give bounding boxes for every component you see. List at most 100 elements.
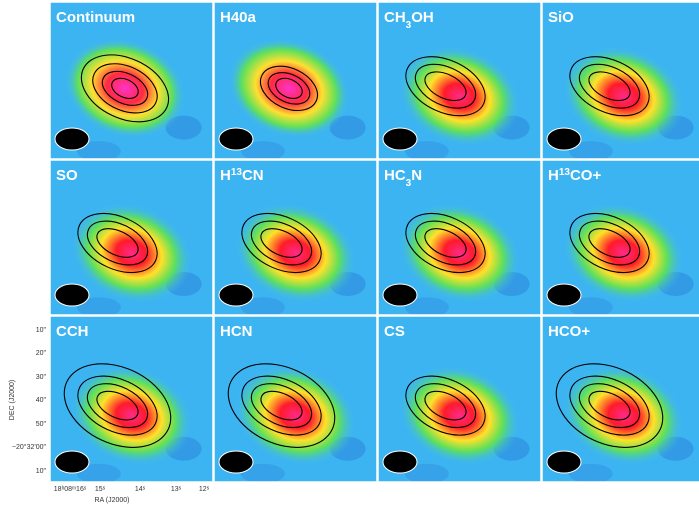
panel-border xyxy=(213,315,378,483)
contour xyxy=(241,212,322,274)
label-part: 13 xyxy=(231,167,243,178)
dark-patch xyxy=(568,297,613,315)
y-tick-label: 50" xyxy=(36,421,47,428)
contour xyxy=(424,390,467,421)
label-part: CCH xyxy=(56,323,89,340)
label-part: CO+ xyxy=(570,167,602,184)
x-tick-label: 12ˢ xyxy=(199,486,210,493)
contour xyxy=(275,77,303,99)
emission xyxy=(398,203,521,303)
dark-patch xyxy=(240,297,285,315)
contour xyxy=(569,56,650,117)
x-tick-label: 13ˢ xyxy=(171,486,182,493)
contour xyxy=(260,390,303,421)
label-part: H xyxy=(220,167,231,184)
panel-label: HCN xyxy=(220,323,253,340)
dark-patch xyxy=(404,297,449,315)
panel-body xyxy=(50,316,213,482)
contour xyxy=(250,220,313,266)
y-tick-label: −20°32'00" xyxy=(12,443,47,451)
contour xyxy=(424,71,467,102)
panel-label: CCH xyxy=(56,323,89,340)
panel-border xyxy=(213,159,378,316)
contour xyxy=(259,65,319,112)
panel: Continuum xyxy=(49,1,214,160)
label-part: HCO+ xyxy=(548,323,590,340)
beam xyxy=(382,450,418,474)
y-tick-label: 20" xyxy=(36,350,47,357)
panel-body xyxy=(378,2,541,159)
emission xyxy=(228,38,350,139)
panel: HC3N xyxy=(377,159,542,316)
panel-border xyxy=(213,1,378,160)
label-part: H xyxy=(548,167,559,184)
contour xyxy=(86,383,149,429)
contour xyxy=(92,63,158,114)
contour xyxy=(96,228,139,258)
panel-border xyxy=(377,1,542,160)
y-tick-label: 30" xyxy=(36,374,47,381)
contour xyxy=(77,212,158,274)
contour xyxy=(101,70,149,106)
x-axis-label: RA (J2000) xyxy=(94,497,129,504)
x-tick-label: 15ˢ xyxy=(95,486,106,493)
panel-label: HC3N xyxy=(384,167,422,189)
contour xyxy=(267,72,311,105)
dark-patch xyxy=(568,141,613,159)
contour xyxy=(424,228,467,258)
label-part: 3 xyxy=(406,178,412,189)
label-part: CN xyxy=(242,167,264,184)
contour xyxy=(77,375,158,436)
contour xyxy=(578,220,641,266)
panel: CH3OH xyxy=(377,1,542,160)
panel-border xyxy=(541,159,699,316)
panel: H40a xyxy=(213,1,378,160)
beam xyxy=(218,283,254,307)
contour xyxy=(578,63,641,109)
panel: SiO xyxy=(541,1,699,160)
emission xyxy=(64,38,186,139)
contour xyxy=(405,212,486,274)
panel: CCH xyxy=(49,315,214,483)
emission xyxy=(398,365,521,466)
y-tick-label: 10" xyxy=(36,468,47,475)
panel-label: H13CN xyxy=(220,167,264,185)
contour xyxy=(588,228,631,258)
contour xyxy=(405,375,486,436)
contour xyxy=(414,63,477,109)
panel-body xyxy=(50,2,213,159)
contour xyxy=(588,390,631,421)
contour xyxy=(111,77,139,99)
panel-label: HCO+ xyxy=(548,323,590,340)
label-part: 13 xyxy=(559,167,571,178)
panel: CS xyxy=(377,315,542,483)
contour xyxy=(227,363,336,448)
dark-patch xyxy=(76,141,121,159)
emission xyxy=(70,203,193,303)
contour xyxy=(414,383,477,429)
panel-border xyxy=(49,315,214,483)
y-axis-label: DEC (J2000) xyxy=(9,380,16,420)
x-tick-label: 14ˢ xyxy=(135,486,146,493)
panel-border xyxy=(541,1,699,160)
y-tick-label: 10" xyxy=(36,327,47,334)
panel-label: H13CO+ xyxy=(548,167,601,185)
contour xyxy=(241,375,322,436)
panel: HCO+ xyxy=(541,315,699,483)
panel-label: SO xyxy=(56,167,78,184)
contour xyxy=(414,220,477,266)
emission xyxy=(562,46,685,147)
dark-patch xyxy=(76,463,121,482)
panel: H13CN xyxy=(213,159,378,316)
contour xyxy=(578,383,641,429)
panel-body xyxy=(214,316,377,482)
panel-body xyxy=(542,2,699,159)
panel-label: SiO xyxy=(548,9,574,26)
panel-body xyxy=(378,160,541,315)
label-part: Continuum xyxy=(56,9,135,26)
panel-body xyxy=(214,2,377,159)
dark-patch xyxy=(76,297,121,315)
panel: H13CO+ xyxy=(541,159,699,316)
contour xyxy=(569,212,650,274)
